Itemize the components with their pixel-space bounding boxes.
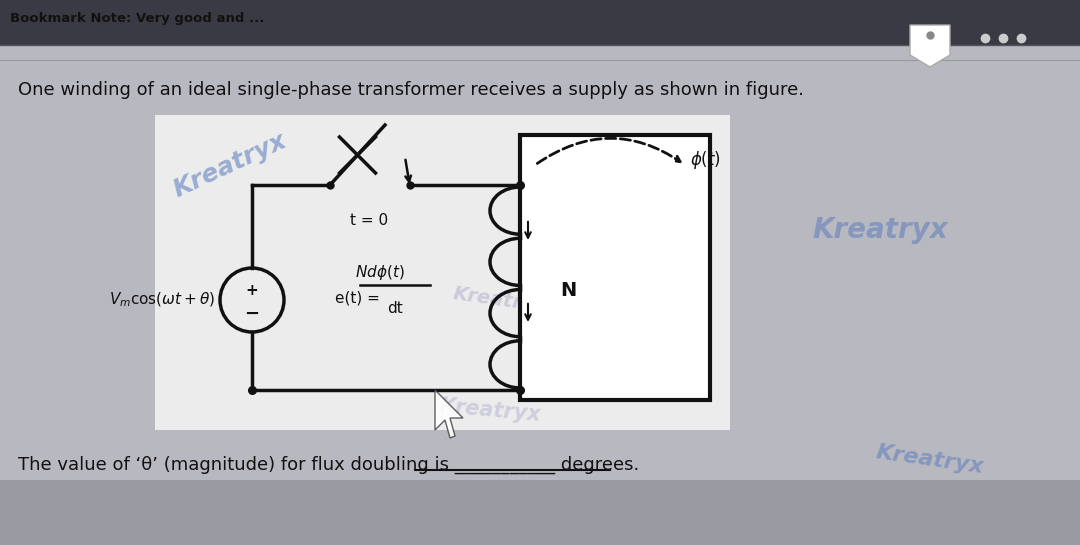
Text: e(t) =: e(t) = <box>335 290 380 306</box>
Bar <box>519 135 710 400</box>
Polygon shape <box>910 25 950 67</box>
Polygon shape <box>435 390 463 438</box>
Text: Kreatryx: Kreatryx <box>875 443 985 477</box>
Text: $\phi(t)$: $\phi(t)$ <box>690 149 721 171</box>
Text: +: + <box>245 282 258 298</box>
Text: $V_m\cos(\omega t+\theta)$: $V_m\cos(\omega t+\theta)$ <box>109 291 215 309</box>
Text: The value of ‘θ’ (magnitude) for flux doubling is ___________ degrees.: The value of ‘θ’ (magnitude) for flux do… <box>18 456 639 474</box>
Bar <box>0 480 1080 545</box>
Text: $Nd\phi(t)$: $Nd\phi(t)$ <box>355 263 405 282</box>
Text: One winding of an ideal single-phase transformer receives a supply as shown in f: One winding of an ideal single-phase tra… <box>18 81 804 99</box>
Text: Kreatryx: Kreatryx <box>451 284 549 316</box>
Text: t = 0: t = 0 <box>350 213 388 228</box>
Text: −: − <box>244 305 259 323</box>
Bar <box>0 0 1080 45</box>
Text: N: N <box>561 281 577 300</box>
Text: Kreatryx: Kreatryx <box>812 216 948 244</box>
Text: Kreatryx: Kreatryx <box>438 396 542 425</box>
Text: Kreatryx: Kreatryx <box>170 128 291 202</box>
Text: Bookmark Note: Very good and ...: Bookmark Note: Very good and ... <box>10 11 265 25</box>
Text: dt: dt <box>387 300 403 316</box>
Bar <box>156 115 730 430</box>
